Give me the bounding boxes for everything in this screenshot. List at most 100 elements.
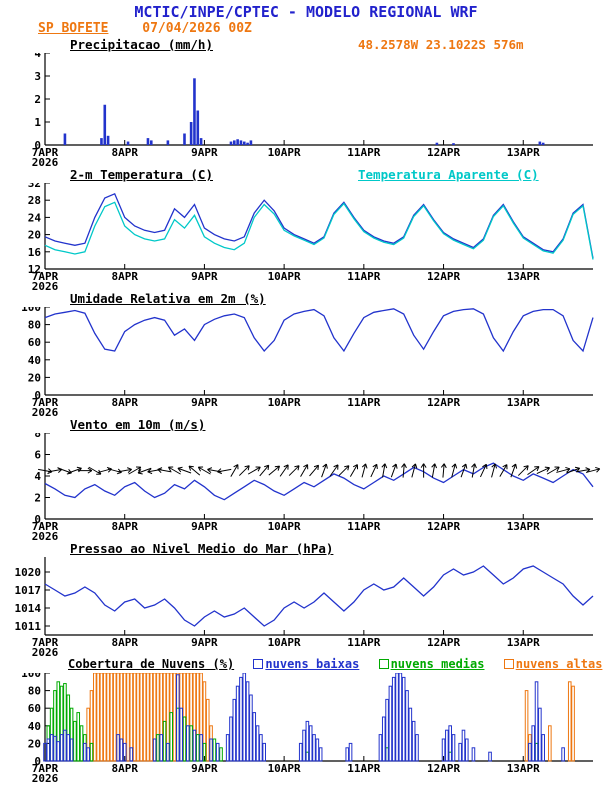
- panel-clouds: Cobertura de Nuvens (%) nuvens baixas nu…: [0, 657, 612, 783]
- svg-text:8APR: 8APR: [111, 146, 138, 159]
- svg-text:20: 20: [28, 371, 41, 384]
- svg-text:11APR: 11APR: [347, 396, 380, 409]
- svg-text:40: 40: [28, 354, 41, 367]
- svg-text:9APR: 9APR: [191, 270, 218, 283]
- svg-text:28: 28: [28, 194, 41, 207]
- svg-text:13APR: 13APR: [507, 520, 540, 533]
- svg-text:11APR: 11APR: [347, 146, 380, 159]
- svg-text:1020: 1020: [15, 566, 42, 579]
- svg-text:10APR: 10APR: [268, 270, 301, 283]
- svg-text:4: 4: [34, 470, 41, 483]
- svg-text:12: 12: [28, 263, 41, 276]
- svg-text:9APR: 9APR: [191, 636, 218, 649]
- svg-text:12APR: 12APR: [427, 146, 460, 159]
- svg-text:7APR: 7APR: [32, 520, 59, 533]
- panel-pressure: Pressao ao Nivel Medio do Mar (hPa) 1011…: [0, 541, 612, 657]
- svg-text:11APR: 11APR: [347, 636, 380, 649]
- svg-text:11APR: 11APR: [347, 270, 380, 283]
- svg-text:12APR: 12APR: [427, 636, 460, 649]
- svg-text:80: 80: [28, 685, 41, 698]
- svg-text:2026: 2026: [32, 280, 59, 291]
- panel-title-pressure: Pressao ao Nivel Medio do Mar (hPa): [70, 541, 334, 556]
- svg-text:0: 0: [34, 389, 41, 402]
- svg-text:12APR: 12APR: [427, 520, 460, 533]
- svg-text:8: 8: [34, 433, 41, 440]
- panel-temperature: 2-m Temperatura (C) Temperatura Aparente…: [0, 167, 612, 291]
- svg-text:7APR: 7APR: [32, 762, 59, 775]
- svg-text:11APR: 11APR: [347, 520, 380, 533]
- panel-title-clouds: Cobertura de Nuvens (%): [68, 657, 235, 671]
- apparent-temp-label: Temperatura Aparente (C): [358, 167, 539, 182]
- svg-text:7APR: 7APR: [32, 396, 59, 409]
- svg-text:8APR: 8APR: [111, 636, 138, 649]
- svg-text:16: 16: [28, 246, 42, 259]
- legend-nuvens-medias-label: nuvens medias: [390, 657, 485, 671]
- svg-text:10APR: 10APR: [268, 146, 301, 159]
- svg-text:1014: 1014: [15, 602, 42, 615]
- svg-text:60: 60: [28, 336, 41, 349]
- page-title: MCTIC/INPE/CPTEC - MODELO REGIONAL WRF: [134, 3, 478, 21]
- svg-text:40: 40: [28, 720, 41, 733]
- legend-nuvens-medias: nuvens medias: [378, 657, 485, 671]
- run-datetime: 07/04/2026 00Z: [142, 21, 252, 36]
- svg-text:12APR: 12APR: [427, 270, 460, 283]
- nuvens-medias-swatch-icon: [378, 659, 389, 669]
- panel-wind: Vento em 10m (m/s) 0 2 4 6 8 7APR 2026 8APR 9APR…: [0, 417, 612, 541]
- svg-text:3: 3: [34, 70, 41, 83]
- svg-text:100: 100: [21, 307, 41, 314]
- svg-text:8APR: 8APR: [111, 762, 138, 775]
- svg-text:100: 100: [21, 673, 41, 680]
- legend-nuvens-baixas-label: nuvens baixas: [265, 657, 360, 671]
- svg-text:2026: 2026: [32, 772, 59, 783]
- svg-text:24: 24: [28, 211, 42, 224]
- svg-text:10APR: 10APR: [268, 520, 301, 533]
- svg-text:10APR: 10APR: [268, 636, 301, 649]
- svg-text:7APR: 7APR: [32, 146, 59, 159]
- svg-text:4: 4: [34, 53, 41, 60]
- svg-text:9APR: 9APR: [191, 520, 218, 533]
- svg-text:13APR: 13APR: [507, 396, 540, 409]
- svg-text:2026: 2026: [32, 406, 59, 417]
- svg-text:13APR: 13APR: [507, 636, 540, 649]
- nuvens-altas-swatch-icon: [503, 659, 514, 669]
- svg-text:8APR: 8APR: [111, 270, 138, 283]
- svg-text:12APR: 12APR: [427, 396, 460, 409]
- svg-text:9APR: 9APR: [191, 146, 218, 159]
- svg-text:13APR: 13APR: [507, 146, 540, 159]
- nuvens-baixas-swatch-icon: [253, 659, 264, 669]
- svg-text:80: 80: [28, 319, 41, 332]
- station-name: SP BOFETE: [38, 21, 109, 36]
- svg-text:10APR: 10APR: [268, 396, 301, 409]
- panel-title-wind: Vento em 10m (m/s): [70, 417, 206, 432]
- svg-text:20: 20: [28, 229, 41, 242]
- svg-text:2: 2: [34, 93, 41, 106]
- svg-text:13APR: 13APR: [507, 270, 540, 283]
- svg-text:7APR: 7APR: [32, 636, 59, 649]
- svg-text:7APR: 7APR: [32, 270, 59, 283]
- svg-text:9APR: 9APR: [191, 762, 218, 775]
- header-subline: SP BOFETE 07/04/2026 00Z: [0, 21, 612, 37]
- legend-nuvens-altas: nuvens altas: [503, 657, 603, 671]
- svg-text:8APR: 8APR: [111, 520, 138, 533]
- svg-text:1011: 1011: [15, 620, 42, 633]
- panel-title-humidity: Umidade Relativa em 2m (%): [70, 291, 266, 306]
- svg-text:1017: 1017: [15, 584, 42, 597]
- panel-precipitation: Precipitacao (mm/h) 48.2578W 23.1022S 57…: [0, 37, 612, 167]
- svg-text:10APR: 10APR: [268, 762, 301, 775]
- svg-text:32: 32: [28, 183, 41, 190]
- svg-text:2026: 2026: [32, 646, 59, 657]
- svg-text:8APR: 8APR: [111, 396, 138, 409]
- svg-text:0: 0: [34, 139, 41, 152]
- svg-text:2: 2: [34, 492, 41, 505]
- legend-nuvens-altas-label: nuvens altas: [515, 657, 603, 671]
- panel-humidity: Umidade Relativa em 2m (%) 0 20 40 60 80 100 7…: [0, 291, 612, 417]
- svg-text:0: 0: [34, 755, 41, 768]
- legend-nuvens-baixas: nuvens baixas: [253, 657, 359, 671]
- svg-text:60: 60: [28, 702, 41, 715]
